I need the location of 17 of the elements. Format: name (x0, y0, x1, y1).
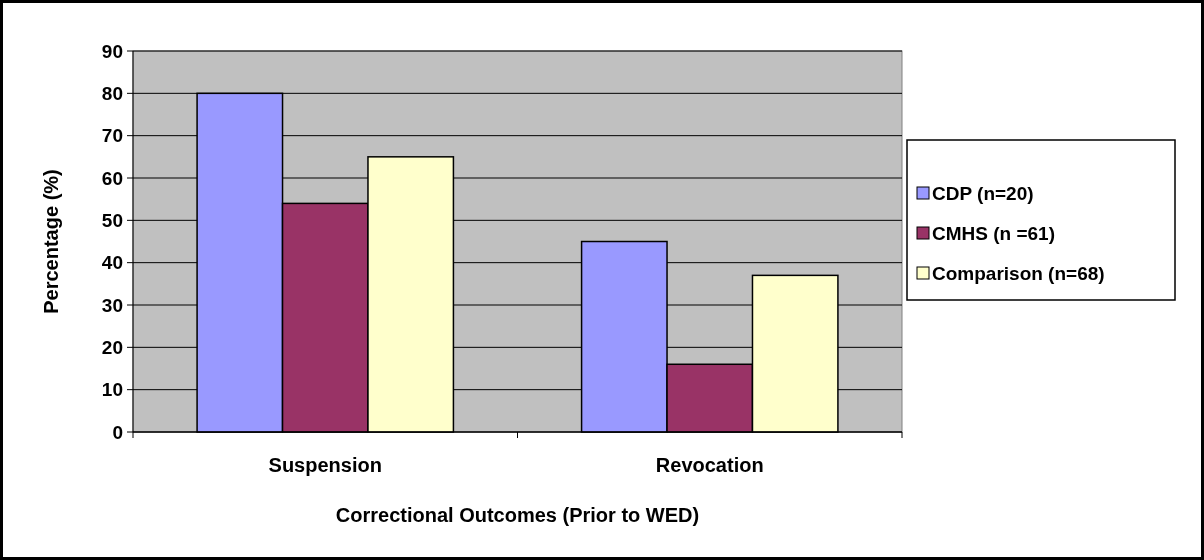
y-tick-label: 30 (101, 294, 123, 316)
y-tick-label: 20 (101, 336, 123, 358)
y-tick-label: 10 (101, 379, 123, 401)
y-tick-label: 70 (101, 125, 123, 147)
y-tick-label: 80 (101, 82, 123, 104)
y-tick-label: 0 (112, 421, 123, 443)
x-axis-title: Correctional Outcomes (Prior to WED) (335, 504, 700, 526)
y-tick-label: 60 (101, 167, 123, 189)
y-axis-title: Percentage (%) (40, 169, 62, 314)
legend-label: Comparison (n=68) (932, 262, 1105, 284)
x-tick-label: Revocation (655, 454, 764, 476)
legend-label: CDP (n=20) (932, 182, 1034, 204)
y-tick-label: 90 (101, 40, 123, 62)
x-tick-label: Suspension (268, 454, 382, 476)
y-tick-label: 50 (101, 209, 123, 231)
y-tick-label: 40 (101, 252, 123, 274)
legend-label: CMHS (n =61) (932, 222, 1055, 244)
